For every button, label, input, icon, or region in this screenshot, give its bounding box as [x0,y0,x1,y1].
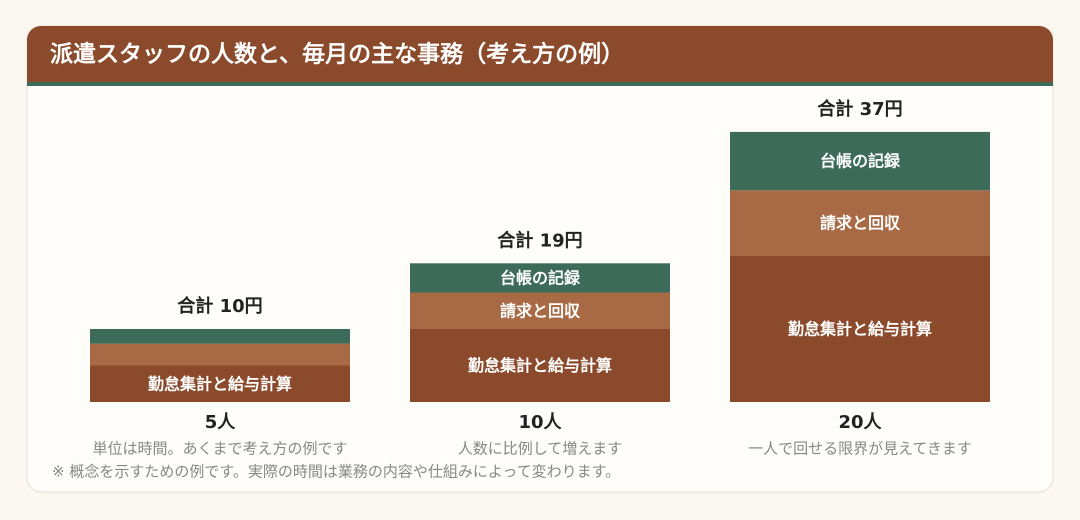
x-tick-label: 10人 [518,412,562,433]
bar-segment [730,190,990,256]
bar-segment [90,365,350,402]
segment-label: 台帳の記録 [500,268,581,287]
x-tick-label: 5人 [205,412,237,433]
segment-label: 勤怠集計と給与計算 [468,356,612,375]
category-note: 一人で回せる限界が見えてきます [748,440,972,458]
header-rule [27,82,1053,86]
segment-label: 勤怠集計と給与計算 [788,320,932,339]
chart-title: 派遣スタッフの人数と、毎月の主な事務（考え方の例） [50,41,624,68]
segment-label: 請求と回収 [500,301,581,320]
total-label: 合計 37円 [817,98,902,120]
bar-segment [410,292,670,329]
bar-segment [410,329,670,402]
category-note: 単位は時間。あくまで考え方の例です [92,440,347,458]
note: ※ 概念を示すための例です。実際の時間は業務の内容や仕組みによって変わります。 [52,463,620,481]
total-label: 合計 19円 [497,229,582,251]
category-note: 人数に比例して増えます [458,440,623,458]
segment-label: 勤怠集計と給与計算 [148,374,292,393]
bar-segment [730,131,990,191]
total-label: 合計 10円 [177,295,262,317]
bar-segment [730,256,990,402]
segment-label: 台帳の記録 [820,152,901,171]
bar-segment [90,343,350,366]
header [27,26,1053,82]
segment-label: 請求と回収 [820,214,901,233]
x-tick-label: 20人 [838,412,882,433]
bar-segment [90,329,350,344]
bar-segment [410,263,670,293]
